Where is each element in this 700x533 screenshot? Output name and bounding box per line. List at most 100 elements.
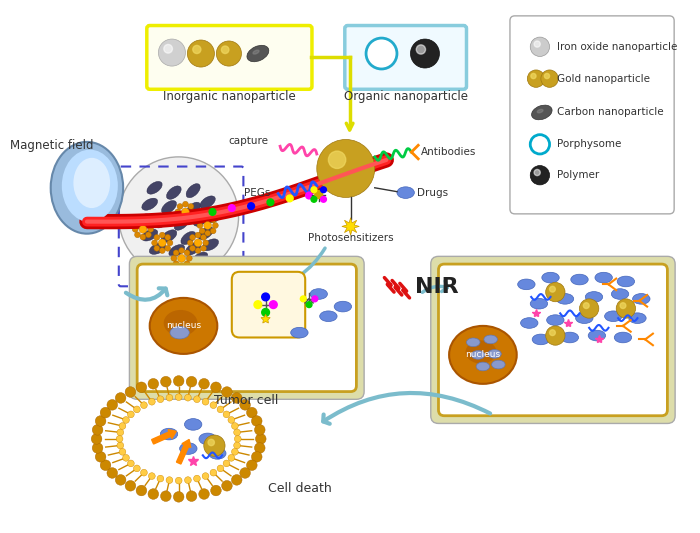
Circle shape (160, 248, 165, 254)
Circle shape (222, 480, 232, 491)
Circle shape (208, 439, 214, 446)
Ellipse shape (397, 187, 414, 198)
Circle shape (127, 460, 134, 467)
Ellipse shape (617, 276, 635, 287)
Circle shape (616, 299, 636, 318)
Circle shape (534, 169, 540, 175)
Circle shape (232, 448, 238, 455)
Circle shape (232, 393, 242, 403)
Ellipse shape (556, 294, 574, 304)
Text: Magnetic field: Magnetic field (10, 139, 93, 152)
Ellipse shape (484, 335, 498, 344)
Circle shape (152, 240, 158, 246)
Ellipse shape (199, 433, 216, 445)
Ellipse shape (611, 289, 629, 300)
Ellipse shape (570, 274, 588, 285)
Circle shape (300, 296, 306, 302)
Circle shape (188, 40, 214, 67)
Circle shape (211, 382, 221, 393)
FancyBboxPatch shape (147, 26, 312, 89)
Text: Gold nanoparticle: Gold nanoparticle (557, 74, 650, 84)
Ellipse shape (206, 211, 223, 223)
Ellipse shape (615, 332, 631, 343)
Circle shape (203, 240, 209, 246)
Ellipse shape (476, 362, 490, 371)
Circle shape (580, 299, 598, 318)
Circle shape (527, 70, 545, 87)
Circle shape (328, 151, 346, 168)
Ellipse shape (50, 142, 123, 233)
Circle shape (210, 469, 217, 476)
Circle shape (240, 400, 251, 410)
Circle shape (255, 424, 265, 435)
Circle shape (620, 303, 626, 309)
Ellipse shape (247, 45, 269, 62)
Circle shape (177, 204, 183, 209)
Circle shape (306, 192, 312, 199)
Ellipse shape (181, 231, 196, 245)
FancyBboxPatch shape (232, 272, 305, 337)
Polygon shape (261, 314, 270, 323)
Circle shape (177, 214, 183, 220)
Ellipse shape (531, 105, 552, 120)
Circle shape (116, 474, 126, 485)
Circle shape (201, 235, 206, 240)
Circle shape (119, 448, 126, 455)
Circle shape (92, 442, 103, 453)
Circle shape (158, 39, 186, 66)
Circle shape (223, 460, 230, 467)
Circle shape (154, 235, 160, 240)
Circle shape (140, 219, 146, 224)
Circle shape (184, 250, 190, 256)
Circle shape (148, 227, 153, 232)
Ellipse shape (605, 311, 622, 321)
Circle shape (141, 402, 147, 408)
Circle shape (210, 402, 217, 408)
Circle shape (216, 41, 242, 66)
Circle shape (173, 261, 179, 266)
Circle shape (217, 406, 224, 413)
Circle shape (583, 303, 589, 309)
Circle shape (210, 217, 216, 223)
Circle shape (95, 416, 106, 426)
Circle shape (154, 245, 160, 251)
Text: Iron oxide nanoparticle: Iron oxide nanoparticle (557, 42, 678, 52)
FancyBboxPatch shape (430, 256, 675, 423)
Ellipse shape (164, 310, 197, 336)
Ellipse shape (466, 338, 480, 346)
Circle shape (211, 485, 221, 496)
Circle shape (240, 467, 251, 478)
Circle shape (185, 477, 191, 483)
Ellipse shape (170, 326, 189, 339)
Circle shape (125, 480, 136, 491)
Circle shape (186, 491, 197, 502)
Ellipse shape (160, 429, 178, 440)
Circle shape (234, 435, 241, 442)
Circle shape (232, 423, 238, 430)
Circle shape (194, 239, 202, 247)
Circle shape (158, 239, 166, 247)
Text: Drugs: Drugs (417, 188, 449, 198)
Circle shape (202, 398, 209, 405)
Text: Photosensitizers: Photosensitizers (308, 233, 393, 243)
Circle shape (550, 286, 555, 292)
Circle shape (194, 396, 200, 402)
Ellipse shape (174, 217, 189, 230)
Circle shape (148, 378, 159, 389)
Circle shape (531, 74, 536, 79)
Ellipse shape (161, 230, 177, 243)
Ellipse shape (532, 334, 550, 345)
Circle shape (530, 37, 550, 56)
Ellipse shape (466, 341, 496, 364)
Circle shape (204, 222, 211, 229)
Circle shape (190, 209, 196, 215)
Ellipse shape (491, 360, 505, 369)
Text: capture: capture (228, 136, 269, 147)
Ellipse shape (633, 294, 650, 304)
Circle shape (107, 467, 118, 478)
Circle shape (223, 411, 230, 418)
Circle shape (248, 203, 255, 209)
Circle shape (205, 215, 211, 221)
FancyBboxPatch shape (345, 26, 466, 89)
Circle shape (311, 187, 317, 192)
